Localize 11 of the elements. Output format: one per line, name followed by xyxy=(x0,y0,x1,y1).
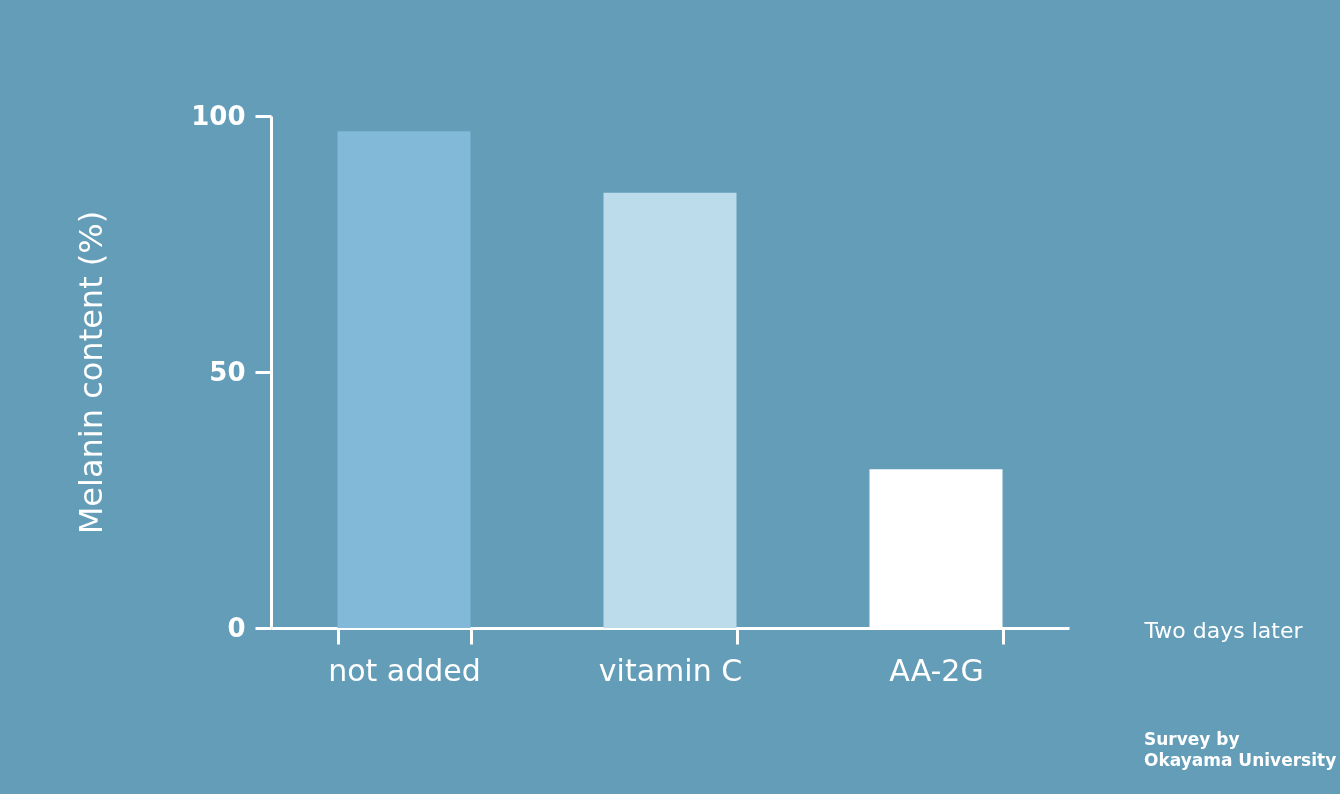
x-tick-label: AA-2G xyxy=(889,652,984,688)
y-tick-label: 100 xyxy=(191,100,246,131)
y-tick-label: 50 xyxy=(209,356,246,387)
y-axis-title: Melanin content (%) xyxy=(71,210,110,535)
text: Survey by Okayama University xyxy=(1144,729,1337,770)
x-tick-label: not added xyxy=(328,652,481,688)
x-tick-label: vitamin C xyxy=(598,652,743,688)
bar xyxy=(603,192,737,628)
x-axis-title: Two days later xyxy=(1143,617,1304,643)
y-tick-label: 0 xyxy=(227,612,246,643)
bar xyxy=(337,131,471,628)
